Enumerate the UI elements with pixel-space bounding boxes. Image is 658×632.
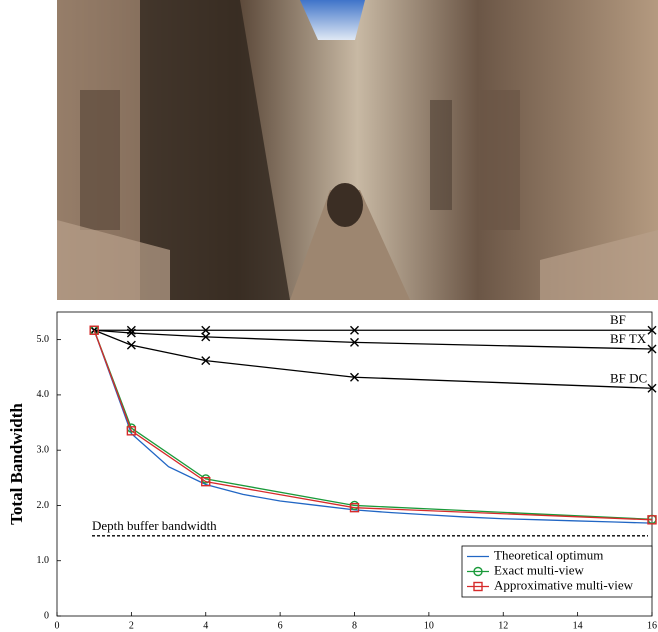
series-label: BF TX <box>610 331 647 346</box>
marker <box>647 515 657 525</box>
marker <box>647 325 657 335</box>
x-tick-label: 16 <box>647 620 657 631</box>
marker <box>201 332 211 342</box>
marker <box>647 344 657 354</box>
y-tick-label: 0 <box>44 610 49 621</box>
x-tick-label: 0 <box>55 620 60 631</box>
x-tick-label: 2 <box>129 620 134 631</box>
series-line <box>93 330 653 521</box>
marker <box>349 502 360 513</box>
series-line <box>93 329 653 389</box>
y-tick-label: 4.0 <box>37 389 50 400</box>
marker <box>201 476 211 487</box>
x-tick-label: 10 <box>424 620 434 631</box>
legend-label: Theoretical optimum <box>494 547 603 562</box>
legend-box <box>461 545 653 598</box>
x-tick-label: 14 <box>573 620 583 631</box>
x-tick-label: 4 <box>203 620 208 631</box>
series-label: BF <box>610 312 626 327</box>
y-tick-label: 1.0 <box>37 555 50 566</box>
marker <box>201 356 211 366</box>
legend-marker <box>473 581 483 592</box>
series-line <box>94 329 653 350</box>
x-tick-label: 8 <box>352 620 357 631</box>
x-tick-label: 6 <box>278 620 283 631</box>
y-axis-label: Total Bandwidth <box>7 403 26 525</box>
y-tick-label: 2.0 <box>37 500 50 511</box>
marker <box>350 337 359 347</box>
marker <box>126 328 136 338</box>
marker <box>350 325 359 335</box>
series-label: BF DC <box>610 370 647 385</box>
photo <box>57 0 658 300</box>
marker <box>89 325 99 335</box>
series-line <box>93 330 653 524</box>
y-tick-label: 5.0 <box>37 334 50 345</box>
y-tick-label: 3.0 <box>37 444 50 455</box>
chart: Total Bandwidth 0 2 4 6 8 10 12 14 16 0 1.0 2.0 3.0 4… <box>7 311 657 631</box>
legend-label: Approximative multi-view <box>494 577 634 592</box>
legend-label: Exact multi-view <box>494 562 585 577</box>
marker <box>647 383 657 393</box>
reference-label: Depth buffer bandwidth <box>92 518 217 533</box>
x-tick-label: 12 <box>498 620 508 631</box>
series-line <box>93 330 653 520</box>
marker <box>201 325 211 335</box>
legend-marker <box>473 566 483 577</box>
marker <box>126 340 136 350</box>
marker <box>126 426 137 436</box>
marker <box>350 372 359 382</box>
